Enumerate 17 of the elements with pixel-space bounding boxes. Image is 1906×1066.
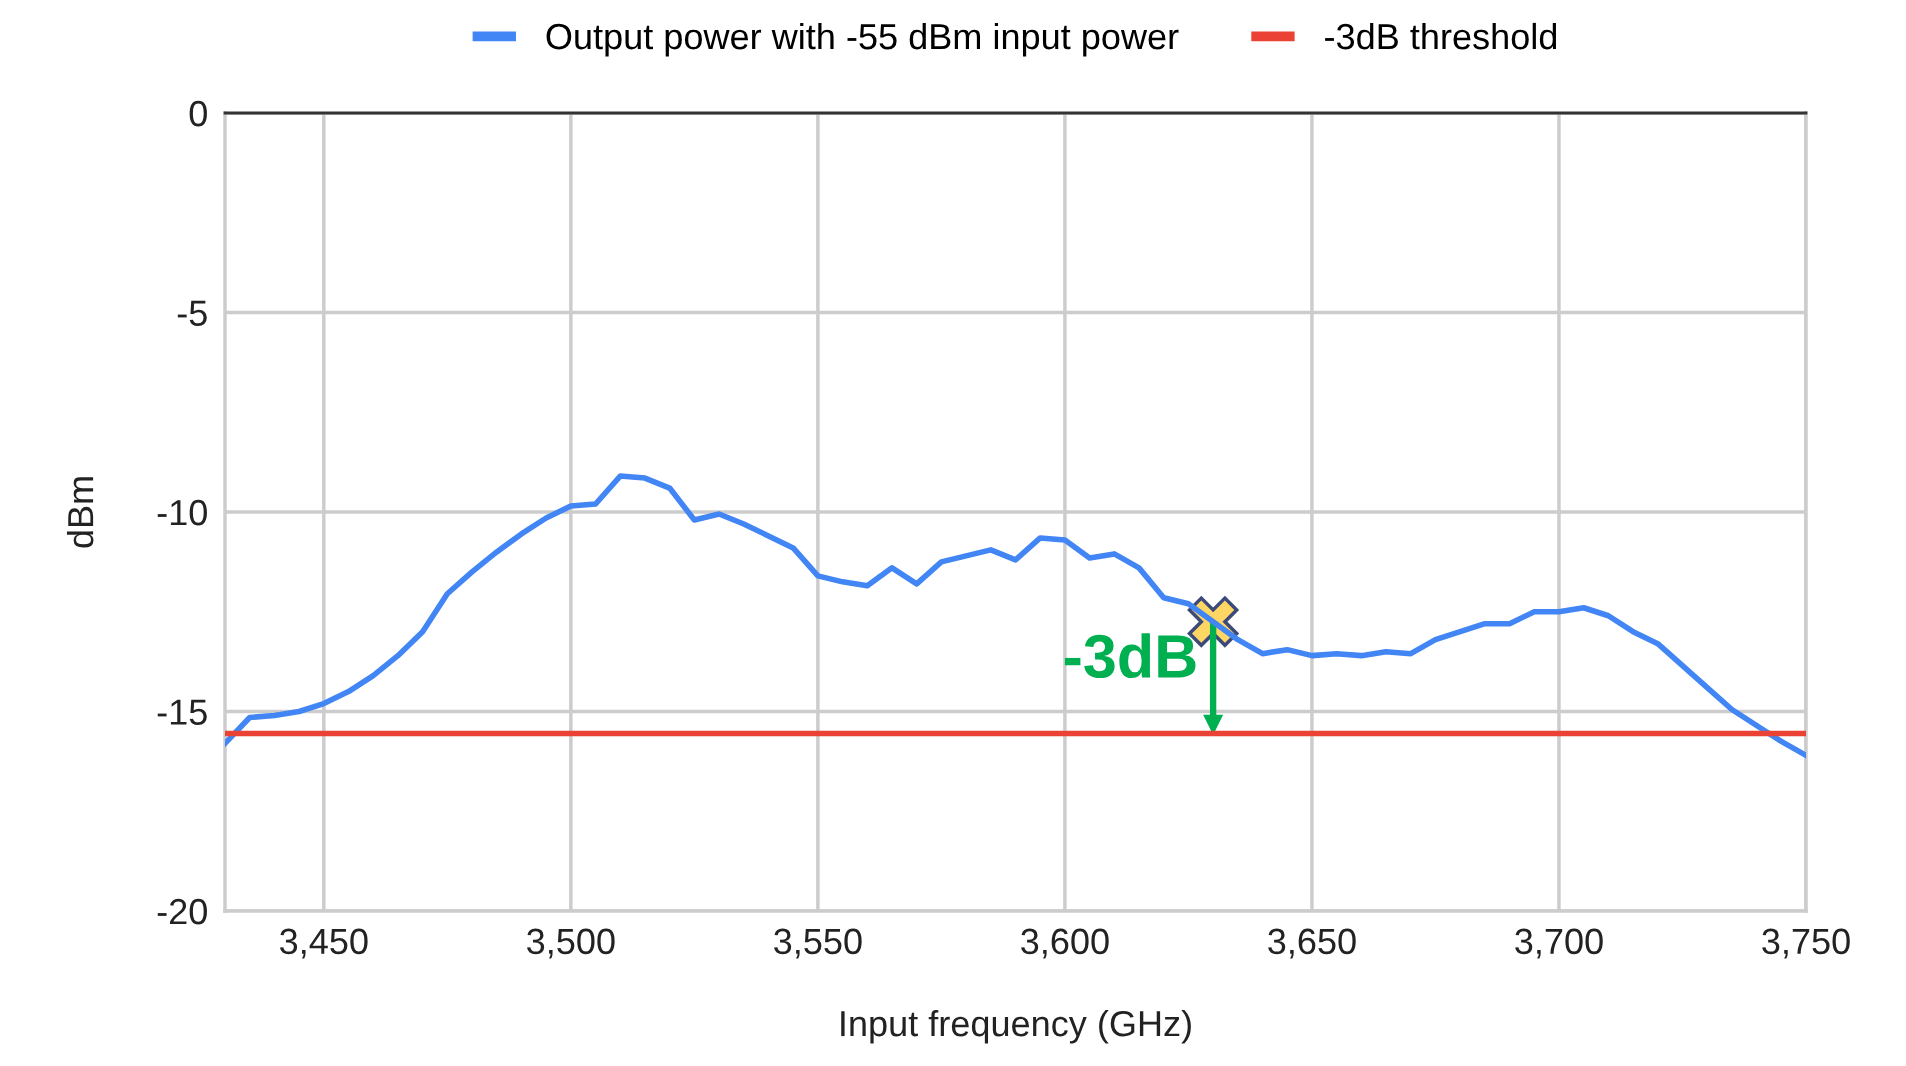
y-tick-label: -20 bbox=[157, 898, 207, 925]
x-tick-label: 3,500 bbox=[527, 928, 615, 959]
x-tick-label: 3,550 bbox=[774, 928, 862, 959]
x-tick-label: 3,450 bbox=[280, 928, 368, 959]
annotation: -3dB bbox=[1064, 633, 1196, 679]
y-tick-label: -15 bbox=[157, 699, 207, 725]
x-tick-label: 3,750 bbox=[1762, 928, 1850, 959]
legend-label: -3dB threshold bbox=[1325, 22, 1557, 50]
y-tick-label: -5 bbox=[177, 300, 207, 326]
y-axis-title: dBm bbox=[66, 477, 94, 548]
y-tick-label: -10 bbox=[157, 499, 207, 526]
x-tick-label: 3,600 bbox=[1021, 928, 1109, 959]
legend-label: Output power with -55 dBm input power bbox=[546, 22, 1179, 57]
x-tick-label: 3,650 bbox=[1268, 928, 1356, 959]
y-tick-label: 0 bbox=[189, 100, 207, 127]
x-axis-title: Input frequency (GHz) bbox=[841, 1009, 1191, 1044]
x-tick-label: 3,700 bbox=[1515, 928, 1603, 959]
